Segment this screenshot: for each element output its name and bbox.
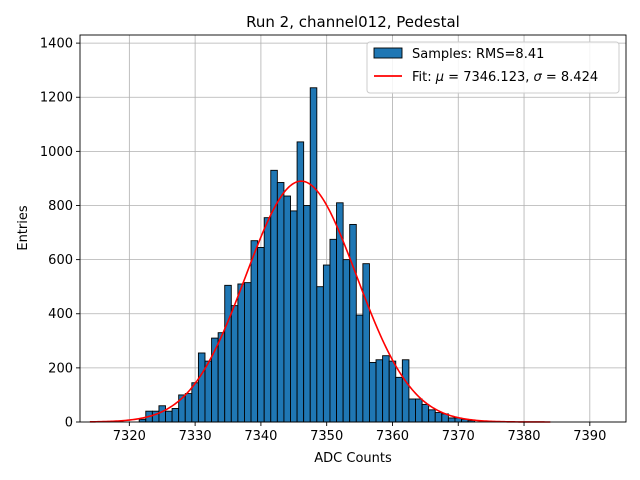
x-tick-label: 7330	[179, 429, 212, 444]
histogram-bar	[309, 87, 318, 423]
histogram-bar	[362, 263, 370, 423]
x-tick-label: 7340	[244, 429, 277, 444]
histogram-bar	[204, 360, 213, 423]
histogram-bar	[250, 240, 259, 423]
histogram-bar	[408, 398, 416, 423]
histogram-bar	[290, 210, 298, 423]
y-tick-label: 1200	[40, 91, 73, 106]
y-tick-label: 600	[48, 253, 73, 268]
x-tick-label: 7390	[573, 429, 606, 444]
y-tick-label: 400	[48, 307, 73, 322]
legend-box	[366, 41, 620, 94]
histogram-bar	[303, 205, 311, 423]
histogram-bar	[329, 238, 338, 423]
histogram-bar	[368, 362, 377, 423]
histogram-bar	[217, 332, 226, 423]
histogram-bar	[415, 398, 423, 423]
histogram-bar	[375, 359, 384, 423]
histogram-bar	[263, 217, 272, 423]
legend: Samples: RMS=8.41 Fit: μ = 7346.123, σ =…	[366, 41, 620, 94]
histogram-bar	[224, 284, 232, 423]
y-tick-label: 1000	[40, 145, 73, 160]
histogram-bar	[401, 359, 410, 423]
histogram-bar	[336, 202, 344, 423]
histogram-bar	[237, 283, 245, 423]
histogram-bar	[197, 352, 206, 423]
y-tick-label: 200	[48, 361, 73, 376]
y-axis-label: Entries	[16, 205, 31, 251]
histogram-bars	[138, 87, 476, 423]
histogram-bar	[184, 393, 193, 423]
y-tick-label: 0	[65, 416, 73, 431]
histogram-bar	[230, 305, 239, 423]
histogram-bar	[388, 360, 397, 423]
histogram-bar	[428, 409, 436, 423]
histogram-bar	[322, 264, 331, 423]
histogram-bar	[158, 405, 166, 423]
histogram-bar	[165, 410, 173, 423]
axis-ticks: 7320 7330 7340 7350 7360 7370 7380 7390 0 200 400 6…	[40, 37, 606, 444]
y-tick-label: 1400	[40, 37, 73, 52]
legend-histogram-swatch	[373, 47, 403, 59]
histogram-bar	[276, 182, 285, 423]
x-tick-label: 7350	[310, 429, 343, 444]
plot-frame	[79, 34, 627, 423]
histogram-bar	[191, 382, 199, 423]
histogram-bar	[382, 355, 390, 423]
gaussian-fit-curve	[89, 180, 551, 423]
x-tick-label: 7380	[507, 429, 540, 444]
histogram-bar	[171, 408, 180, 423]
histogram-bar	[355, 314, 364, 423]
x-axis-label: ADC Counts	[314, 451, 392, 466]
chart-title: Run 2, channel012, Pedestal	[246, 13, 460, 31]
histogram-bar	[316, 286, 324, 423]
x-tick-label: 7370	[442, 429, 475, 444]
histogram-bar	[447, 417, 456, 423]
histogram-bar	[257, 246, 265, 423]
histogram-bar	[283, 195, 291, 423]
histogram-bar	[349, 223, 357, 423]
histogram-bar	[296, 141, 305, 423]
x-tick-label: 7360	[376, 429, 409, 444]
histogram-bar	[434, 412, 443, 423]
histogram-bar	[421, 403, 430, 423]
legend-fit-label: Fit: μ = 7346.123, σ = 8.424	[412, 70, 598, 85]
histogram-bar	[342, 259, 351, 423]
legend-histogram-label: Samples: RMS=8.41	[412, 47, 544, 62]
histogram-bar	[395, 376, 403, 423]
histogram-bar	[244, 282, 252, 423]
y-tick-label: 800	[48, 199, 73, 214]
x-tick-label: 7320	[113, 429, 146, 444]
